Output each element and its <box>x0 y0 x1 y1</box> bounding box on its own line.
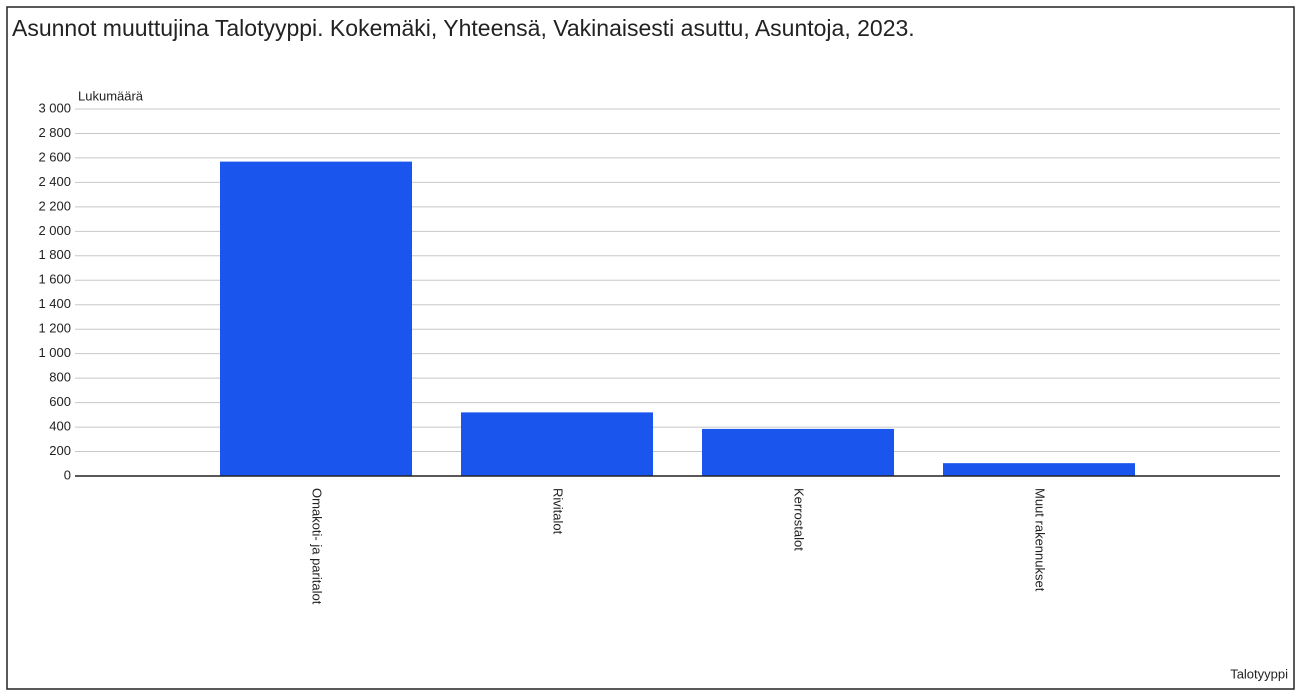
y-tick-label: 2 200 <box>38 198 71 213</box>
y-tick-label: 200 <box>49 443 71 458</box>
y-tick-label: 2 000 <box>38 223 71 238</box>
bar <box>702 428 894 476</box>
x-tick-label: Omakoti- ja paritalot <box>310 488 325 605</box>
bar <box>461 412 653 476</box>
y-tick-label: 2 400 <box>38 174 71 189</box>
y-tick-label: 1 400 <box>38 296 71 311</box>
y-tick-label: 2 800 <box>38 125 71 140</box>
y-tick-label: 1 200 <box>38 321 71 336</box>
y-tick-label: 1 600 <box>38 272 71 287</box>
y-tick-label: 400 <box>49 419 71 434</box>
y-tick-label: 3 000 <box>38 100 71 115</box>
y-tick-label: 800 <box>49 370 71 385</box>
y-tick-label: 2 600 <box>38 149 71 164</box>
chart-title: Asunnot muuttujina Talotyyppi. Kokemäki,… <box>12 15 915 41</box>
y-tick-label: 0 <box>64 467 71 482</box>
y-tick-label: 1 800 <box>38 247 71 262</box>
bar <box>220 161 412 476</box>
x-tick-label: Muut rakennukset <box>1033 488 1048 592</box>
y-tick-label: 600 <box>49 394 71 409</box>
y-axis-label: Lukumäärä <box>78 88 144 103</box>
bar <box>943 463 1135 476</box>
x-axis-label: Talotyyppi <box>1230 666 1288 681</box>
x-tick-label: Kerrostalot <box>792 488 807 551</box>
y-tick-label: 1 000 <box>38 345 71 360</box>
x-tick-label: Rivitalot <box>551 488 566 535</box>
